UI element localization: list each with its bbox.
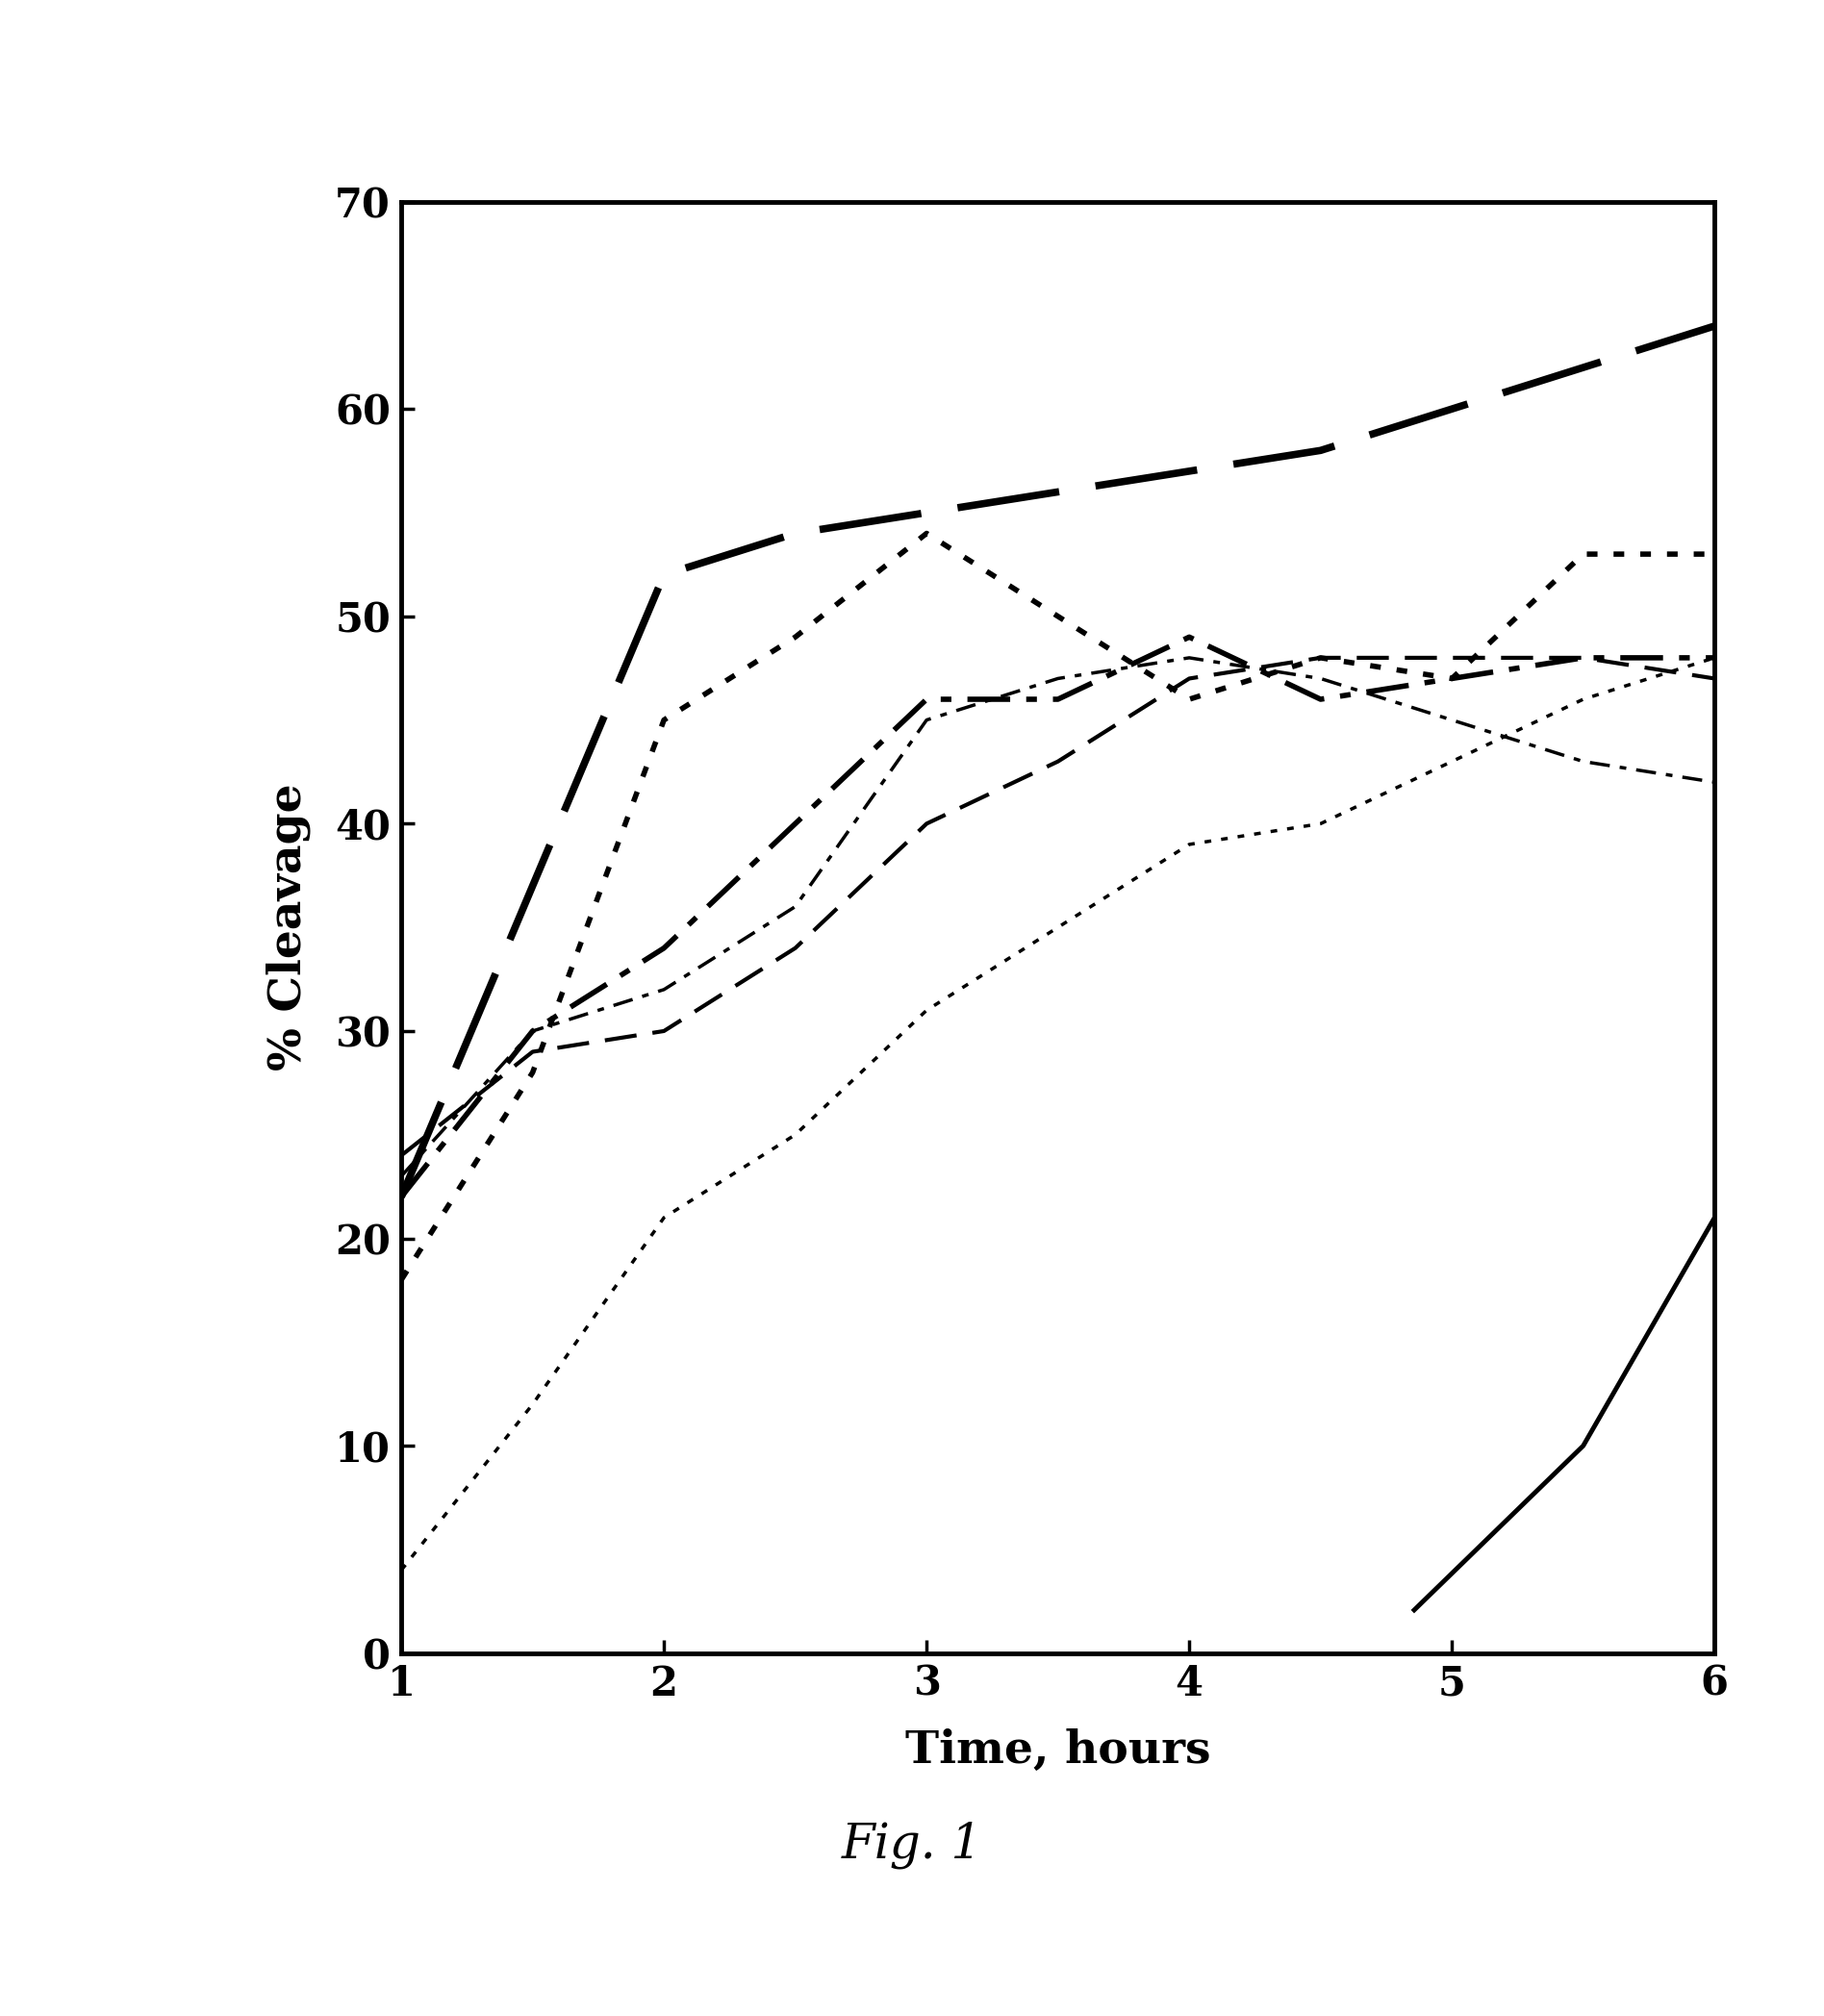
Y-axis label: % Cleavage: % Cleavage xyxy=(266,784,310,1070)
X-axis label: Time, hours: Time, hours xyxy=(905,1728,1211,1772)
Text: Fig. 1: Fig. 1 xyxy=(841,1820,983,1869)
